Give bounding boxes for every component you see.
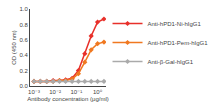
svg-text:10⁰: 10⁰ bbox=[93, 89, 103, 95]
svg-text:0.2: 0.2 bbox=[19, 68, 28, 74]
svg-text:Anti-hPD1-Pem-hIgG1: Anti-hPD1-Pem-hIgG1 bbox=[148, 40, 209, 46]
svg-text:0.0: 0.0 bbox=[19, 83, 28, 89]
svg-text:0.4: 0.4 bbox=[19, 52, 28, 58]
svg-text:Anti-β-Gal-hIgG1: Anti-β-Gal-hIgG1 bbox=[148, 59, 194, 65]
svg-text:10⁻³: 10⁻³ bbox=[28, 89, 40, 95]
svg-text:Anti-hPD1-Ni-hIgG1: Anti-hPD1-Ni-hIgG1 bbox=[148, 21, 202, 27]
svg-text:Antibody concentration (μg/ml): Antibody concentration (μg/ml) bbox=[27, 96, 109, 102]
svg-text:10⁻¹: 10⁻¹ bbox=[70, 89, 82, 95]
svg-text:10⁻²: 10⁻² bbox=[49, 89, 61, 95]
svg-text:0.6: 0.6 bbox=[19, 37, 28, 43]
svg-text:OD (450 nm): OD (450 nm) bbox=[11, 30, 17, 65]
svg-text:1.0: 1.0 bbox=[19, 6, 28, 12]
svg-text:0.8: 0.8 bbox=[19, 22, 28, 28]
